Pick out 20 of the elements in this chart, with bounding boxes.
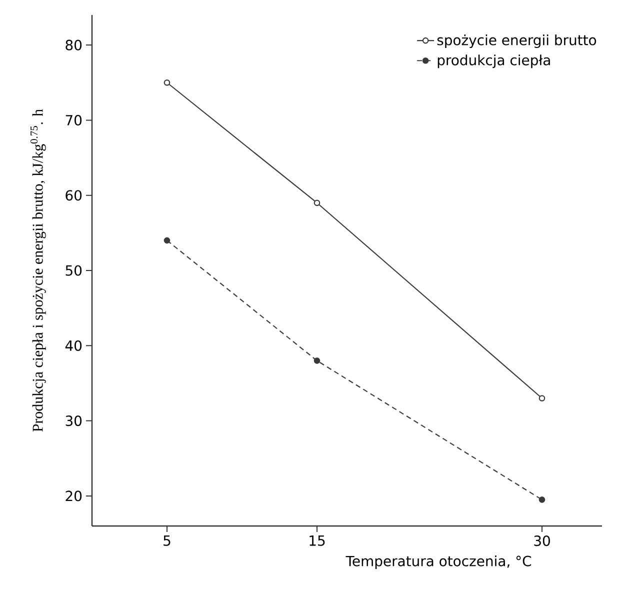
x-tick-label: 5 <box>164 536 170 546</box>
y-tick-label: 40 <box>65 340 82 351</box>
y-tick-label: 80 <box>66 40 82 50</box>
point <box>538 496 546 503</box>
point <box>538 395 546 402</box>
point <box>164 79 170 86</box>
legend-label: produkcja ciepła <box>438 54 550 68</box>
y-tick-label: 50 <box>66 265 82 276</box>
point <box>314 200 320 206</box>
point <box>164 237 170 244</box>
x-tick-label: 30 <box>534 536 550 546</box>
y-tick-label: 20 <box>66 490 82 502</box>
y-tick-label: 30 <box>66 416 82 426</box>
y-tick-label: 70 <box>66 114 82 126</box>
x-axis-title: Temperatura otoczenia, °C <box>346 556 532 570</box>
legend-label: spożycie energii brutto <box>437 34 596 48</box>
x-tick-label: 15 <box>310 536 325 546</box>
point <box>314 358 320 364</box>
y-tick-label: 60 <box>66 190 82 201</box>
y-axis-title: Produkcja ciepła i spożycie energii brutto, kJ/kg$^{0.75}$. h <box>30 109 46 432</box>
